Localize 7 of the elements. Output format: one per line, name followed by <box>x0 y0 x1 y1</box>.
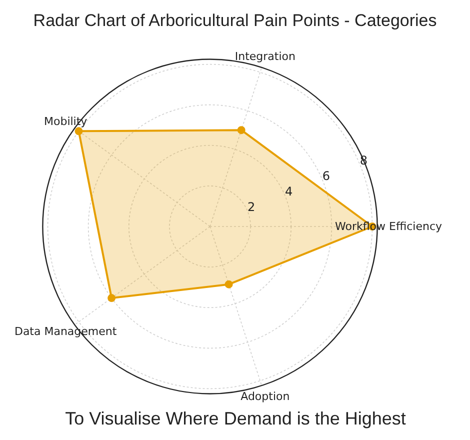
spoke-label: Adoption <box>240 390 290 403</box>
y-tick-label: 2 <box>247 200 256 214</box>
y-tick-label: 4 <box>284 184 293 198</box>
y-tick-label: 6 <box>322 168 330 183</box>
spoke-label: Integration <box>234 50 296 64</box>
chart-title: Radar Chart of Arboricultural Pain Points - Categories <box>33 11 437 30</box>
text: To Visualise Where Demand is the Highest <box>65 408 406 428</box>
